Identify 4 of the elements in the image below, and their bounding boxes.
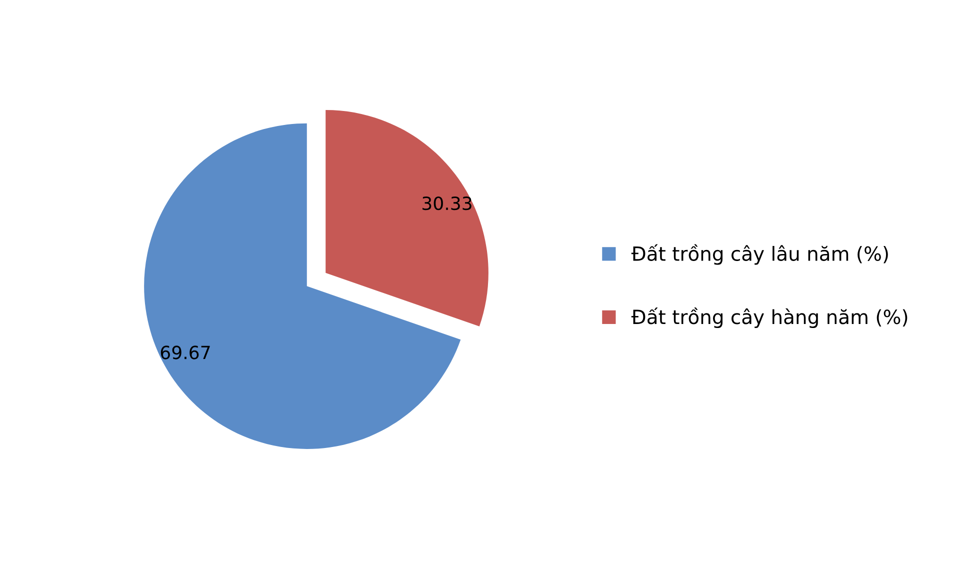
- data-label: 30.33: [422, 196, 472, 210]
- legend-label: Đất trồng cây hàng năm (%): [631, 308, 908, 328]
- legend-label: Đất trồng cây lâu năm (%): [631, 244, 888, 265]
- data-label: 69.67: [160, 346, 210, 360]
